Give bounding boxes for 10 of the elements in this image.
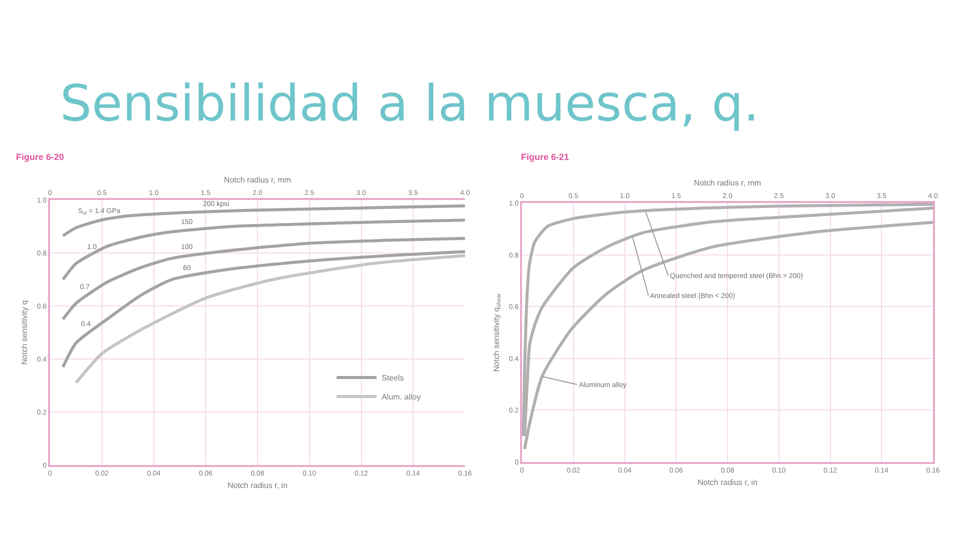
legend-label: Steels [382,374,404,383]
chart-subtitle: Figure 6-21 [521,152,570,162]
x2-axis-title: Notch radius r, mm [694,178,762,188]
x-axis-title: Notch radius r, in [227,481,288,490]
chart-title: Sensibilidad a la muesca, q. [60,74,760,132]
chart-subtitle: Figure 6-20 [16,152,64,162]
legend-label: Alum. alloy [382,392,421,402]
y-axis-title: Notch sensitivity q [20,300,30,365]
x-axis-title: Notch radius r, in [697,478,758,487]
x2-axis-title: Notch radius r, mm [224,175,292,184]
